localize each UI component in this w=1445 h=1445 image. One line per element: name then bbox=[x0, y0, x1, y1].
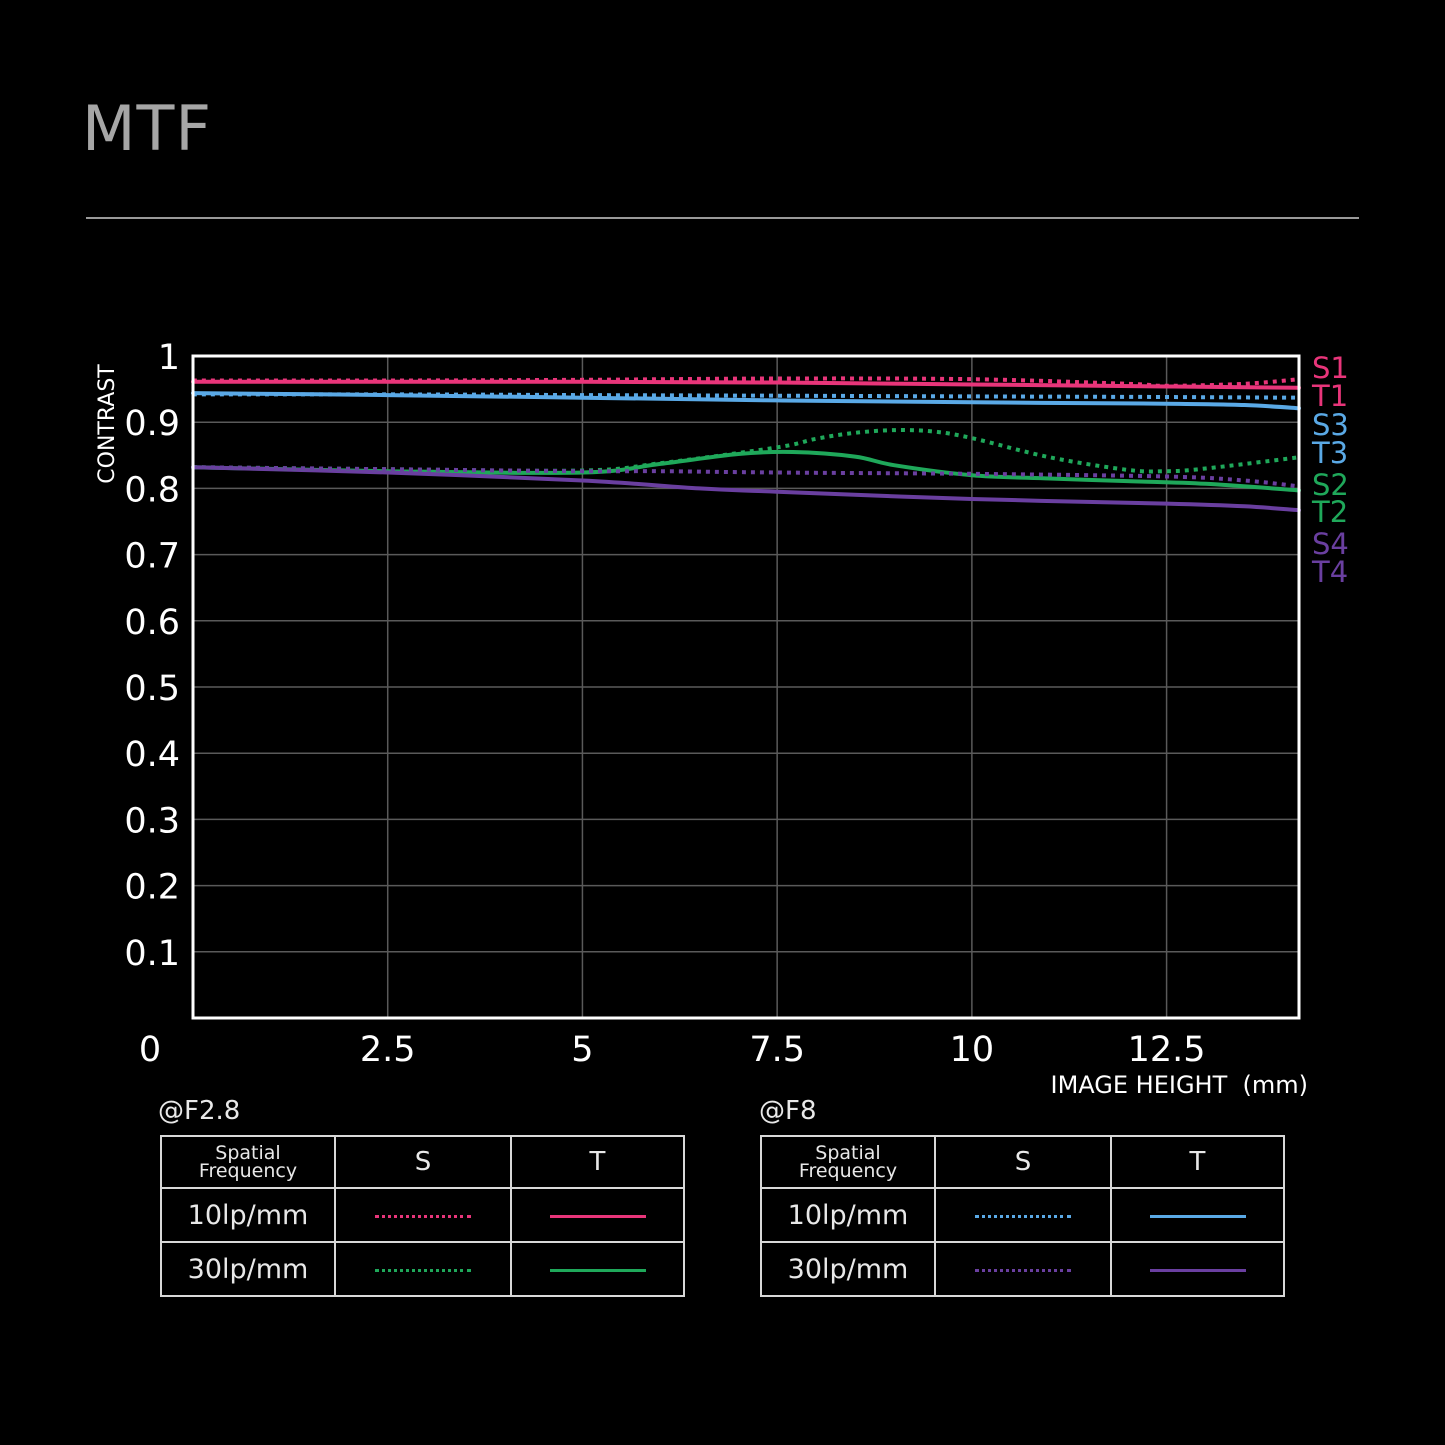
solid-swatch-30lp-f8 bbox=[1149, 1268, 1246, 1272]
page-title: MTF bbox=[82, 92, 213, 165]
end-label-s3: S3 bbox=[1312, 408, 1349, 442]
header-t: T bbox=[510, 1135, 685, 1189]
y-tick-label: 0.9 bbox=[124, 404, 180, 444]
series-line-s3 bbox=[192, 392, 1300, 400]
end-label-t2: T2 bbox=[1311, 495, 1348, 529]
swatch-cell bbox=[510, 1187, 685, 1243]
series-line-s2 bbox=[192, 428, 1300, 474]
swatch-cell bbox=[510, 1241, 685, 1297]
header-line-2: Frequency bbox=[798, 1160, 898, 1182]
y-tick-label: 0.8 bbox=[124, 470, 180, 510]
legend-table-f8: Spatial Frequency S T 10lp/mm 30lp/mm bbox=[760, 1135, 1285, 1297]
end-label-t4: T4 bbox=[1311, 555, 1348, 589]
y-tick-label: 1 bbox=[158, 338, 180, 378]
row-30lp: 30lp/mm bbox=[760, 1241, 936, 1297]
swatch-cell bbox=[934, 1241, 1112, 1297]
x-tick-label: 0 bbox=[139, 1030, 161, 1070]
x-tick-label: 5 bbox=[571, 1030, 593, 1070]
solid-swatch-10lp-f8 bbox=[1149, 1214, 1246, 1218]
header-spatial-frequency: Spatial Frequency bbox=[760, 1135, 936, 1189]
series-line-s1 bbox=[192, 376, 1300, 388]
y-tick-label: 0.5 bbox=[124, 669, 180, 709]
y-tick-labels: 1 0.9 0.8 0.7 0.6 0.5 0.4 0.3 0.2 0.1 bbox=[124, 338, 180, 974]
row-10lp: 10lp/mm bbox=[760, 1187, 936, 1243]
header-spatial-frequency: Spatial Frequency bbox=[160, 1135, 336, 1189]
solid-swatch-10lp-f28 bbox=[549, 1214, 646, 1218]
plot-frame bbox=[191, 354, 1301, 1020]
chart-grid bbox=[193, 356, 1299, 1018]
header-line-2: Frequency bbox=[198, 1160, 298, 1182]
aperture-label-f8: @F8 bbox=[759, 1096, 817, 1126]
swatch-cell bbox=[334, 1187, 512, 1243]
series-line-t4 bbox=[191, 465, 1301, 513]
x-tick-label: 7.5 bbox=[749, 1030, 805, 1070]
swatch-cell bbox=[934, 1187, 1112, 1243]
y-tick-label: 0.7 bbox=[124, 537, 180, 577]
y-tick-label: 0.2 bbox=[124, 868, 180, 908]
series-line-t1 bbox=[191, 379, 1301, 390]
title-divider bbox=[86, 217, 1359, 219]
aperture-label-f28: @F2.8 bbox=[158, 1096, 241, 1126]
end-label-s4: S4 bbox=[1312, 527, 1349, 561]
swatch-cell bbox=[1110, 1187, 1285, 1243]
x-tick-labels: 0 2.5 5 7.5 10 12.5 bbox=[139, 1030, 1206, 1070]
x-tick-label: 2.5 bbox=[360, 1030, 416, 1070]
series-line-t3 bbox=[191, 391, 1301, 411]
x-tick-label: 12.5 bbox=[1128, 1030, 1206, 1070]
end-label-t1: T1 bbox=[1311, 379, 1348, 413]
mtf-chart: 1 0.9 0.8 0.7 0.6 0.5 0.4 0.3 0.2 0.1 0 2.5 5 7.5 10 1… bbox=[95, 338, 1349, 1099]
chart-series bbox=[191, 376, 1301, 513]
y-axis-label: CONTRAST bbox=[95, 364, 120, 484]
y-tick-label: 0.6 bbox=[124, 603, 180, 643]
swatch-cell bbox=[1110, 1241, 1285, 1297]
dotted-swatch-10lp-f8 bbox=[975, 1214, 1071, 1218]
end-label-s1: S1 bbox=[1312, 351, 1349, 385]
dotted-swatch-30lp-f8 bbox=[975, 1268, 1071, 1272]
end-label-s2: S2 bbox=[1312, 468, 1349, 502]
x-tick-label: 10 bbox=[950, 1030, 995, 1070]
dotted-swatch-10lp-f28 bbox=[375, 1214, 471, 1218]
header-t: T bbox=[1110, 1135, 1285, 1189]
y-tick-label: 0.3 bbox=[124, 801, 180, 841]
dotted-swatch-30lp-f28 bbox=[375, 1268, 471, 1272]
swatch-cell bbox=[334, 1241, 512, 1297]
legend-table-f28: Spatial Frequency S T 10lp/mm 30lp/mm bbox=[160, 1135, 685, 1297]
header-line-1: Spatial bbox=[815, 1142, 881, 1164]
x-axis-label: IMAGE HEIGHT (mm) bbox=[1050, 1071, 1308, 1099]
row-10lp: 10lp/mm bbox=[160, 1187, 336, 1243]
y-tick-label: 0.1 bbox=[124, 934, 180, 974]
series-line-t2 bbox=[191, 449, 1301, 493]
y-tick-label: 0.4 bbox=[124, 735, 180, 775]
solid-swatch-30lp-f28 bbox=[549, 1268, 646, 1272]
end-label-t3: T3 bbox=[1311, 436, 1348, 470]
series-line-s4 bbox=[192, 465, 1300, 489]
row-30lp: 30lp/mm bbox=[160, 1241, 336, 1297]
header-line-1: Spatial bbox=[215, 1142, 281, 1164]
header-s: S bbox=[934, 1135, 1112, 1189]
header-s: S bbox=[334, 1135, 512, 1189]
